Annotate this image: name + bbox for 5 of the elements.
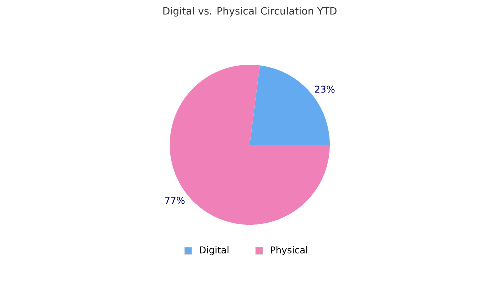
data-label: 23%	[315, 86, 335, 93]
chart-title: Digital vs. Physical Circulation YTD	[164, 7, 337, 17]
data-label: 77%	[165, 197, 185, 204]
legend-label: Digital	[200, 246, 229, 256]
legend-label: Physical	[271, 246, 308, 256]
